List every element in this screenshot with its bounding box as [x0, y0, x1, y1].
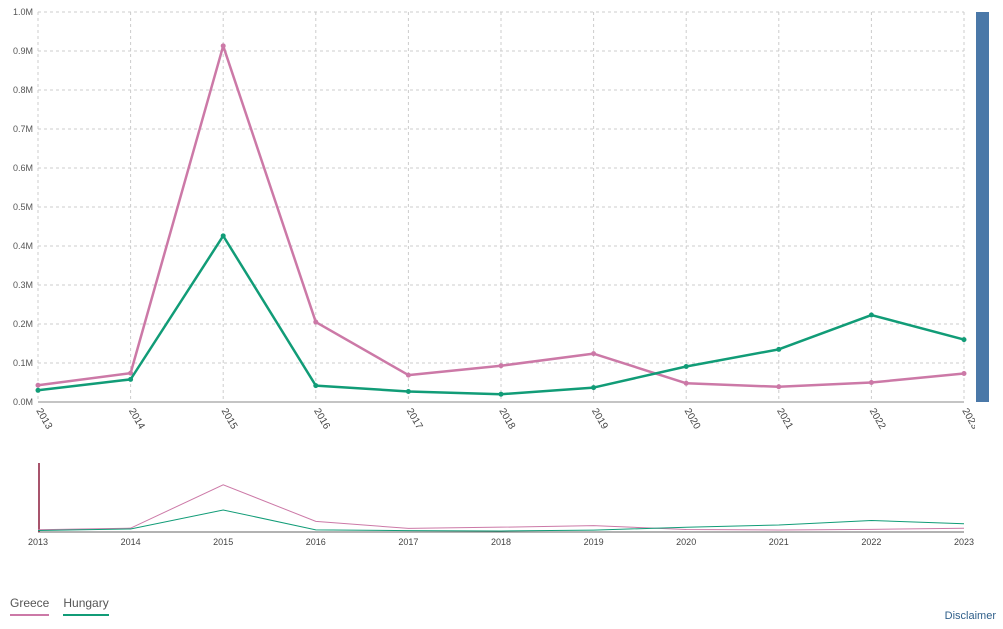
navigator-line-greece	[37, 484, 965, 531]
x-tick-label: 2014	[126, 407, 147, 432]
navigator-tick-label: 2016	[306, 537, 326, 547]
data-point-greece	[498, 363, 504, 369]
navigator-tick-label: 2021	[769, 537, 789, 547]
data-point-greece	[591, 351, 597, 357]
disclaimer-link[interactable]: Disclaimer	[944, 610, 996, 622]
data-point-hungary	[405, 388, 411, 394]
navigator-tick-label: 2013	[28, 537, 48, 547]
navigator-chart[interactable]: 2013 2014 2015 2016 2017 2018 2019 2020 2021 2022…	[0, 455, 975, 555]
vertical-scrollbar[interactable]	[976, 12, 989, 402]
data-point-hungary	[313, 383, 319, 389]
data-point-greece	[35, 382, 41, 388]
y-tick-label: 0.8M	[13, 85, 33, 95]
navigator-tick-label: 2017	[398, 537, 418, 547]
grid	[37, 11, 965, 402]
x-tick-label: 2021	[774, 407, 795, 432]
data-point-hungary	[868, 312, 874, 318]
navigator-line-hungary	[37, 509, 965, 532]
legend: Greece Hungary	[10, 596, 109, 616]
data-point-hungary	[683, 364, 689, 370]
y-tick-label: 1.0M	[13, 7, 33, 17]
navigator-tick-label: 2020	[676, 537, 696, 547]
data-point-greece	[868, 380, 874, 385]
navigator-tick-label: 2023	[954, 537, 974, 547]
data-point-hungary	[35, 387, 41, 393]
navigator-tick-label: 2022	[861, 537, 881, 547]
navigator-tick-label: 2014	[121, 537, 141, 547]
data-point-hungary	[128, 376, 134, 382]
y-tick-label: 0.9M	[13, 46, 33, 56]
data-point-greece	[128, 370, 134, 376]
x-tick-label: 2015	[219, 407, 240, 432]
y-tick-label: 0.2M	[13, 319, 33, 329]
x-tick-label: 2018	[496, 407, 517, 432]
data-point-hungary	[220, 233, 226, 239]
y-tick-label: 0.3M	[13, 280, 33, 290]
data-point-hungary	[776, 346, 782, 352]
navigator-tick-label: 2019	[584, 537, 604, 547]
data-point-hungary	[498, 391, 504, 397]
x-tick-label: 2023	[959, 407, 975, 432]
x-tick-label: 2016	[311, 407, 332, 432]
y-tick-label: 0.7M	[13, 124, 33, 134]
navigator-tick-label: 2018	[491, 537, 511, 547]
y-tick-label: 0.1M	[13, 358, 33, 368]
x-tick-label: 2013	[33, 407, 54, 432]
y-tick-label: 0.4M	[13, 241, 33, 251]
y-tick-label: 0.6M	[13, 163, 33, 173]
data-point-greece	[313, 319, 319, 325]
data-point-greece	[683, 380, 689, 386]
x-tick-label: 2017	[404, 407, 425, 432]
x-tick-label: 2020	[682, 407, 703, 432]
data-point-greece	[961, 371, 967, 377]
data-point-hungary	[591, 385, 597, 391]
data-point-greece	[776, 384, 782, 390]
data-point-greece	[220, 43, 226, 49]
legend-item-greece[interactable]: Greece	[10, 596, 50, 616]
main-chart: 0.0M 0.1M 0.2M 0.3M 0.4M 0.5M 0.6M 0.7M 0.8M 0.9M…	[13, 7, 975, 432]
data-point-hungary	[961, 337, 967, 343]
data-point-greece	[405, 372, 411, 378]
x-tick-label: 2019	[589, 407, 610, 432]
navigator-tick-label: 2015	[213, 537, 233, 547]
y-tick-label: 0.5M	[13, 202, 33, 212]
y-tick-label: 0.0M	[13, 397, 33, 407]
legend-item-hungary[interactable]: Hungary	[63, 596, 109, 616]
x-tick-label: 2022	[867, 407, 888, 432]
